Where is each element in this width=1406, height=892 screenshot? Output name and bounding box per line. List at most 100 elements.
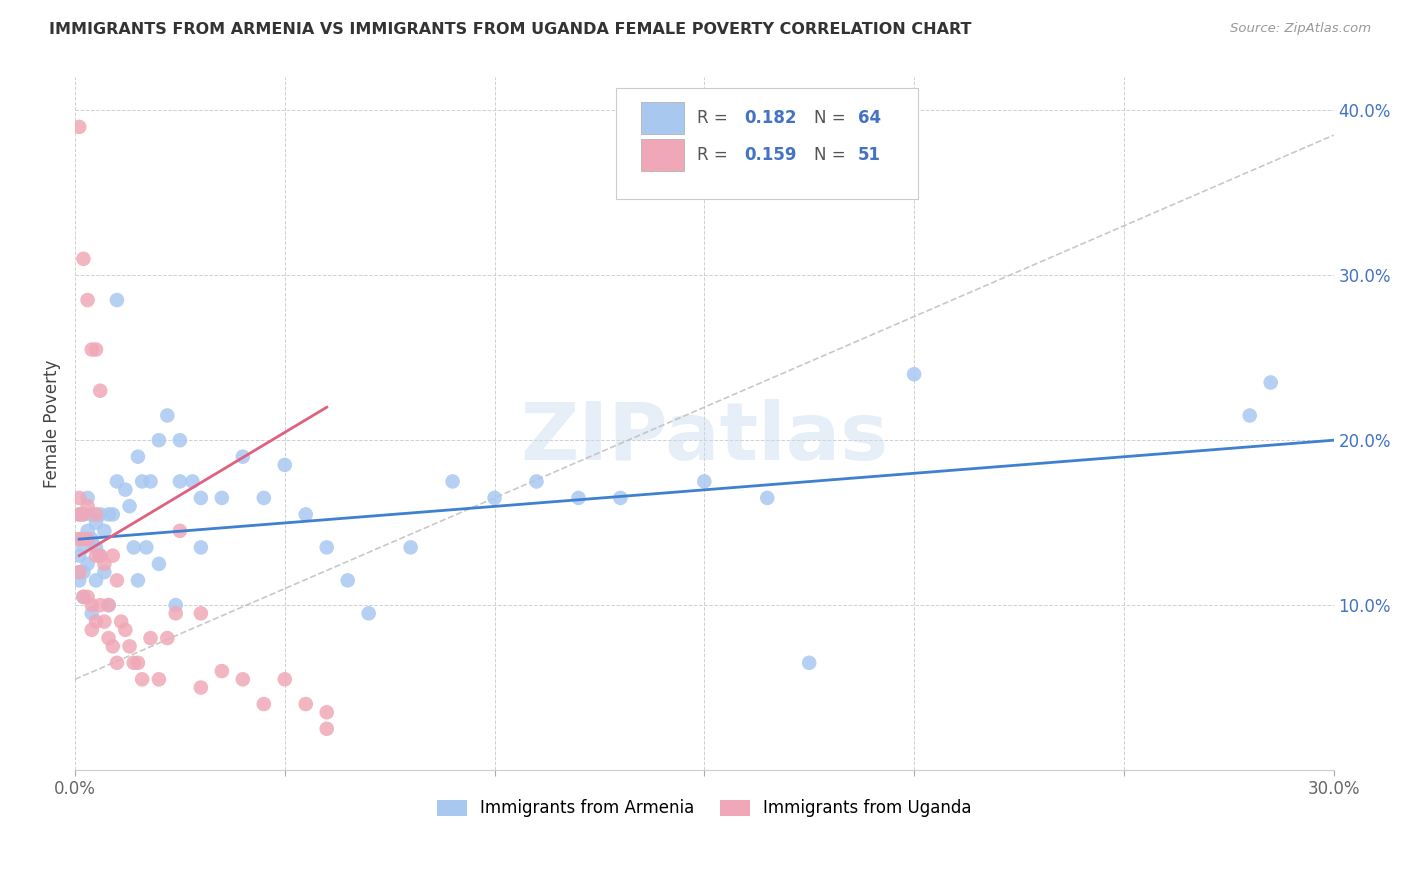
Point	[93, 524, 115, 538]
Point	[190, 607, 212, 621]
Point	[80, 532, 103, 546]
Point	[67, 491, 90, 505]
Point	[253, 491, 276, 505]
Point	[127, 574, 149, 588]
Point	[97, 508, 120, 522]
Point	[67, 549, 90, 563]
Point	[80, 623, 103, 637]
Point	[315, 722, 337, 736]
Point	[294, 508, 316, 522]
Point	[76, 524, 98, 538]
Point	[72, 508, 94, 522]
FancyBboxPatch shape	[616, 87, 918, 199]
Point	[93, 565, 115, 579]
Text: IMMIGRANTS FROM ARMENIA VS IMMIGRANTS FROM UGANDA FEMALE POVERTY CORRELATION CHA: IMMIGRANTS FROM ARMENIA VS IMMIGRANTS FR…	[49, 22, 972, 37]
Point	[118, 640, 141, 654]
Point	[72, 532, 94, 546]
Text: ZIPatlas: ZIPatlas	[520, 399, 889, 476]
Point	[127, 450, 149, 464]
Point	[84, 343, 107, 357]
Point	[67, 532, 90, 546]
Point	[165, 598, 187, 612]
Point	[84, 549, 107, 563]
Point	[336, 574, 359, 588]
Point	[97, 598, 120, 612]
Point	[67, 565, 90, 579]
Point	[148, 434, 170, 448]
Point	[1260, 376, 1282, 390]
Point	[232, 450, 254, 464]
Text: 0.182: 0.182	[745, 109, 797, 127]
Point	[67, 532, 90, 546]
Point	[89, 549, 111, 563]
Point	[89, 508, 111, 522]
Point	[97, 631, 120, 645]
Point	[399, 541, 422, 555]
Point	[97, 598, 120, 612]
Point	[1239, 409, 1261, 423]
Point	[84, 541, 107, 555]
Point	[89, 549, 111, 563]
Point	[93, 615, 115, 629]
FancyBboxPatch shape	[641, 102, 685, 134]
Point	[89, 384, 111, 398]
Point	[67, 574, 90, 588]
Point	[441, 475, 464, 489]
Text: 0.159: 0.159	[745, 146, 797, 164]
Point	[67, 508, 90, 522]
Point	[84, 516, 107, 530]
Point	[756, 491, 779, 505]
Legend: Immigrants from Armenia, Immigrants from Uganda: Immigrants from Armenia, Immigrants from…	[430, 793, 979, 824]
Point	[127, 656, 149, 670]
Text: Source: ZipAtlas.com: Source: ZipAtlas.com	[1230, 22, 1371, 36]
Point	[76, 491, 98, 505]
Point	[799, 656, 821, 670]
Text: R =: R =	[697, 109, 733, 127]
Point	[131, 673, 153, 687]
Y-axis label: Female Poverty: Female Poverty	[44, 359, 60, 488]
Point	[67, 120, 90, 134]
Point	[72, 252, 94, 266]
Point	[315, 706, 337, 720]
Point	[105, 574, 128, 588]
Point	[80, 607, 103, 621]
Point	[84, 574, 107, 588]
Point	[357, 607, 380, 621]
Point	[253, 697, 276, 711]
Point	[76, 557, 98, 571]
Point	[84, 615, 107, 629]
Point	[76, 532, 98, 546]
Point	[135, 541, 157, 555]
Point	[169, 434, 191, 448]
Point	[211, 491, 233, 505]
Point	[122, 656, 145, 670]
Text: N =: N =	[814, 109, 851, 127]
Point	[169, 524, 191, 538]
Point	[156, 409, 179, 423]
Point	[72, 565, 94, 579]
Point	[211, 664, 233, 678]
Point	[190, 491, 212, 505]
Point	[67, 565, 90, 579]
Text: R =: R =	[697, 146, 733, 164]
Point	[526, 475, 548, 489]
Point	[67, 508, 90, 522]
Point	[101, 640, 124, 654]
Point	[72, 508, 94, 522]
Point	[105, 293, 128, 307]
Text: 64: 64	[858, 109, 882, 127]
Point	[72, 541, 94, 555]
Point	[101, 549, 124, 563]
Point	[567, 491, 589, 505]
Point	[190, 681, 212, 695]
Point	[274, 458, 297, 472]
Point	[122, 541, 145, 555]
Point	[76, 590, 98, 604]
Point	[80, 598, 103, 612]
Point	[114, 623, 136, 637]
Point	[315, 541, 337, 555]
Point	[76, 499, 98, 513]
Point	[105, 475, 128, 489]
Point	[139, 631, 162, 645]
Point	[131, 475, 153, 489]
